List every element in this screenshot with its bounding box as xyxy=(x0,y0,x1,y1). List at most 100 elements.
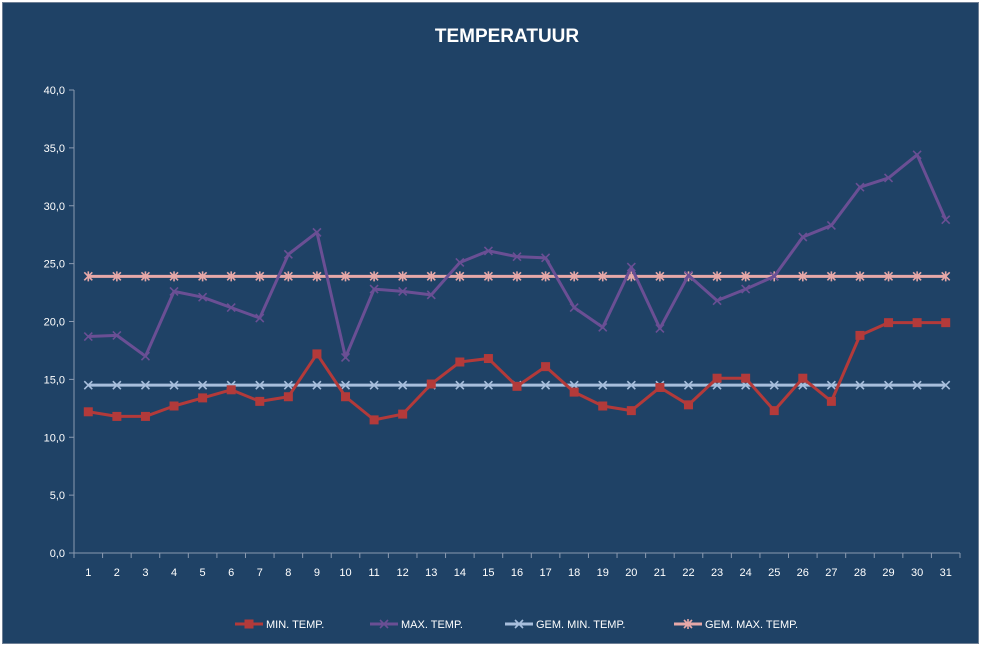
data-point xyxy=(398,409,408,419)
data-point xyxy=(340,271,351,282)
y-tick-label: 35,0 xyxy=(44,143,65,155)
data-point xyxy=(140,411,150,421)
data-point xyxy=(741,284,751,294)
legend: MIN. TEMP. MAX. TEMP. GEM. MIN. TEMP. GEM. … xyxy=(235,619,798,631)
data-point xyxy=(255,396,265,406)
data-point xyxy=(455,271,465,282)
data-point xyxy=(112,330,122,340)
data-point xyxy=(569,303,579,313)
x-tick-label: 2 xyxy=(114,567,120,579)
data-point xyxy=(312,227,322,237)
data-point xyxy=(312,349,322,359)
data-point xyxy=(169,380,179,390)
data-point xyxy=(855,271,865,282)
data-point xyxy=(912,150,922,160)
data-point xyxy=(312,380,322,390)
data-point xyxy=(341,392,351,402)
data-point xyxy=(369,271,379,282)
x-tick-label: 13 xyxy=(425,567,437,579)
data-point xyxy=(798,232,808,242)
data-point xyxy=(798,373,808,383)
x-tick-label: 16 xyxy=(511,567,523,579)
x-tick-label: 1 xyxy=(85,567,91,579)
data-point xyxy=(855,182,865,192)
y-tick-label: 5,0 xyxy=(50,490,65,502)
series-3 xyxy=(83,271,951,282)
x-tick-label: 3 xyxy=(142,567,148,579)
legend-item: MAX. TEMP. xyxy=(370,619,463,631)
x-tick-label: 27 xyxy=(825,567,837,579)
legend-label: GEM. MIN. TEMP. xyxy=(536,619,625,631)
data-point xyxy=(112,380,122,390)
chart-title: TEMPERATUUR xyxy=(435,26,580,47)
data-point xyxy=(198,292,208,302)
data-point xyxy=(226,385,236,395)
data-point xyxy=(283,392,293,402)
x-tick-label: 11 xyxy=(368,567,379,579)
data-point xyxy=(598,322,608,332)
data-point xyxy=(883,173,894,183)
data-point xyxy=(741,373,751,383)
data-point xyxy=(198,380,208,390)
x-tick-label: 21 xyxy=(654,567,666,579)
legend-marker xyxy=(514,619,524,629)
data-point xyxy=(226,271,236,282)
data-point xyxy=(855,380,865,390)
data-point xyxy=(941,318,951,328)
data-point xyxy=(769,406,779,416)
data-point xyxy=(826,396,836,406)
data-point xyxy=(512,252,522,262)
data-point xyxy=(112,411,122,421)
data-point xyxy=(255,380,265,390)
legend-marker xyxy=(683,619,693,629)
y-tick-label: 30,0 xyxy=(44,201,65,213)
y-tick-label: 40,0 xyxy=(44,85,65,97)
data-point xyxy=(769,380,779,390)
data-point xyxy=(626,380,636,390)
data-point xyxy=(541,253,551,263)
data-point xyxy=(541,362,551,372)
series-line xyxy=(88,321,946,422)
data-point xyxy=(426,271,436,282)
data-point xyxy=(169,271,179,282)
data-point xyxy=(198,393,208,403)
data-point xyxy=(941,215,951,225)
x-tick-label: 12 xyxy=(397,567,409,579)
x-tick-label: 9 xyxy=(314,567,320,579)
data-point xyxy=(112,271,122,282)
data-point xyxy=(712,271,722,282)
x-tick-label: 28 xyxy=(854,567,866,579)
data-point xyxy=(826,271,836,282)
x-tick-label: 7 xyxy=(257,567,263,579)
data-point xyxy=(541,380,551,390)
axes: 0,05,010,015,020,025,030,035,040,01 2 3 4 5 6… xyxy=(44,85,961,579)
data-point xyxy=(912,318,922,328)
y-tick-label: 15,0 xyxy=(44,374,65,386)
data-point xyxy=(83,271,93,282)
data-point xyxy=(198,271,208,282)
x-tick-label: 31 xyxy=(940,567,952,579)
data-point xyxy=(455,380,465,390)
x-tick-label: 19 xyxy=(597,567,609,579)
data-point xyxy=(598,380,608,390)
y-tick-label: 10,0 xyxy=(44,432,65,444)
y-tick-label: 20,0 xyxy=(44,317,65,329)
data-point xyxy=(369,415,379,425)
data-point xyxy=(255,271,265,282)
legend-item: GEM. MAX. TEMP. xyxy=(674,619,798,631)
data-point xyxy=(683,270,694,280)
data-point xyxy=(255,313,265,323)
data-point xyxy=(741,271,751,282)
legend-marker xyxy=(244,619,254,629)
data-point xyxy=(655,382,665,392)
data-point xyxy=(426,290,436,300)
data-point xyxy=(884,318,894,328)
data-point xyxy=(569,387,579,397)
data-point xyxy=(140,380,151,390)
data-point xyxy=(398,286,408,296)
data-point xyxy=(83,407,93,417)
y-tick-label: 25,0 xyxy=(44,259,65,271)
data-point xyxy=(483,271,493,282)
x-tick-label: 18 xyxy=(568,567,580,579)
